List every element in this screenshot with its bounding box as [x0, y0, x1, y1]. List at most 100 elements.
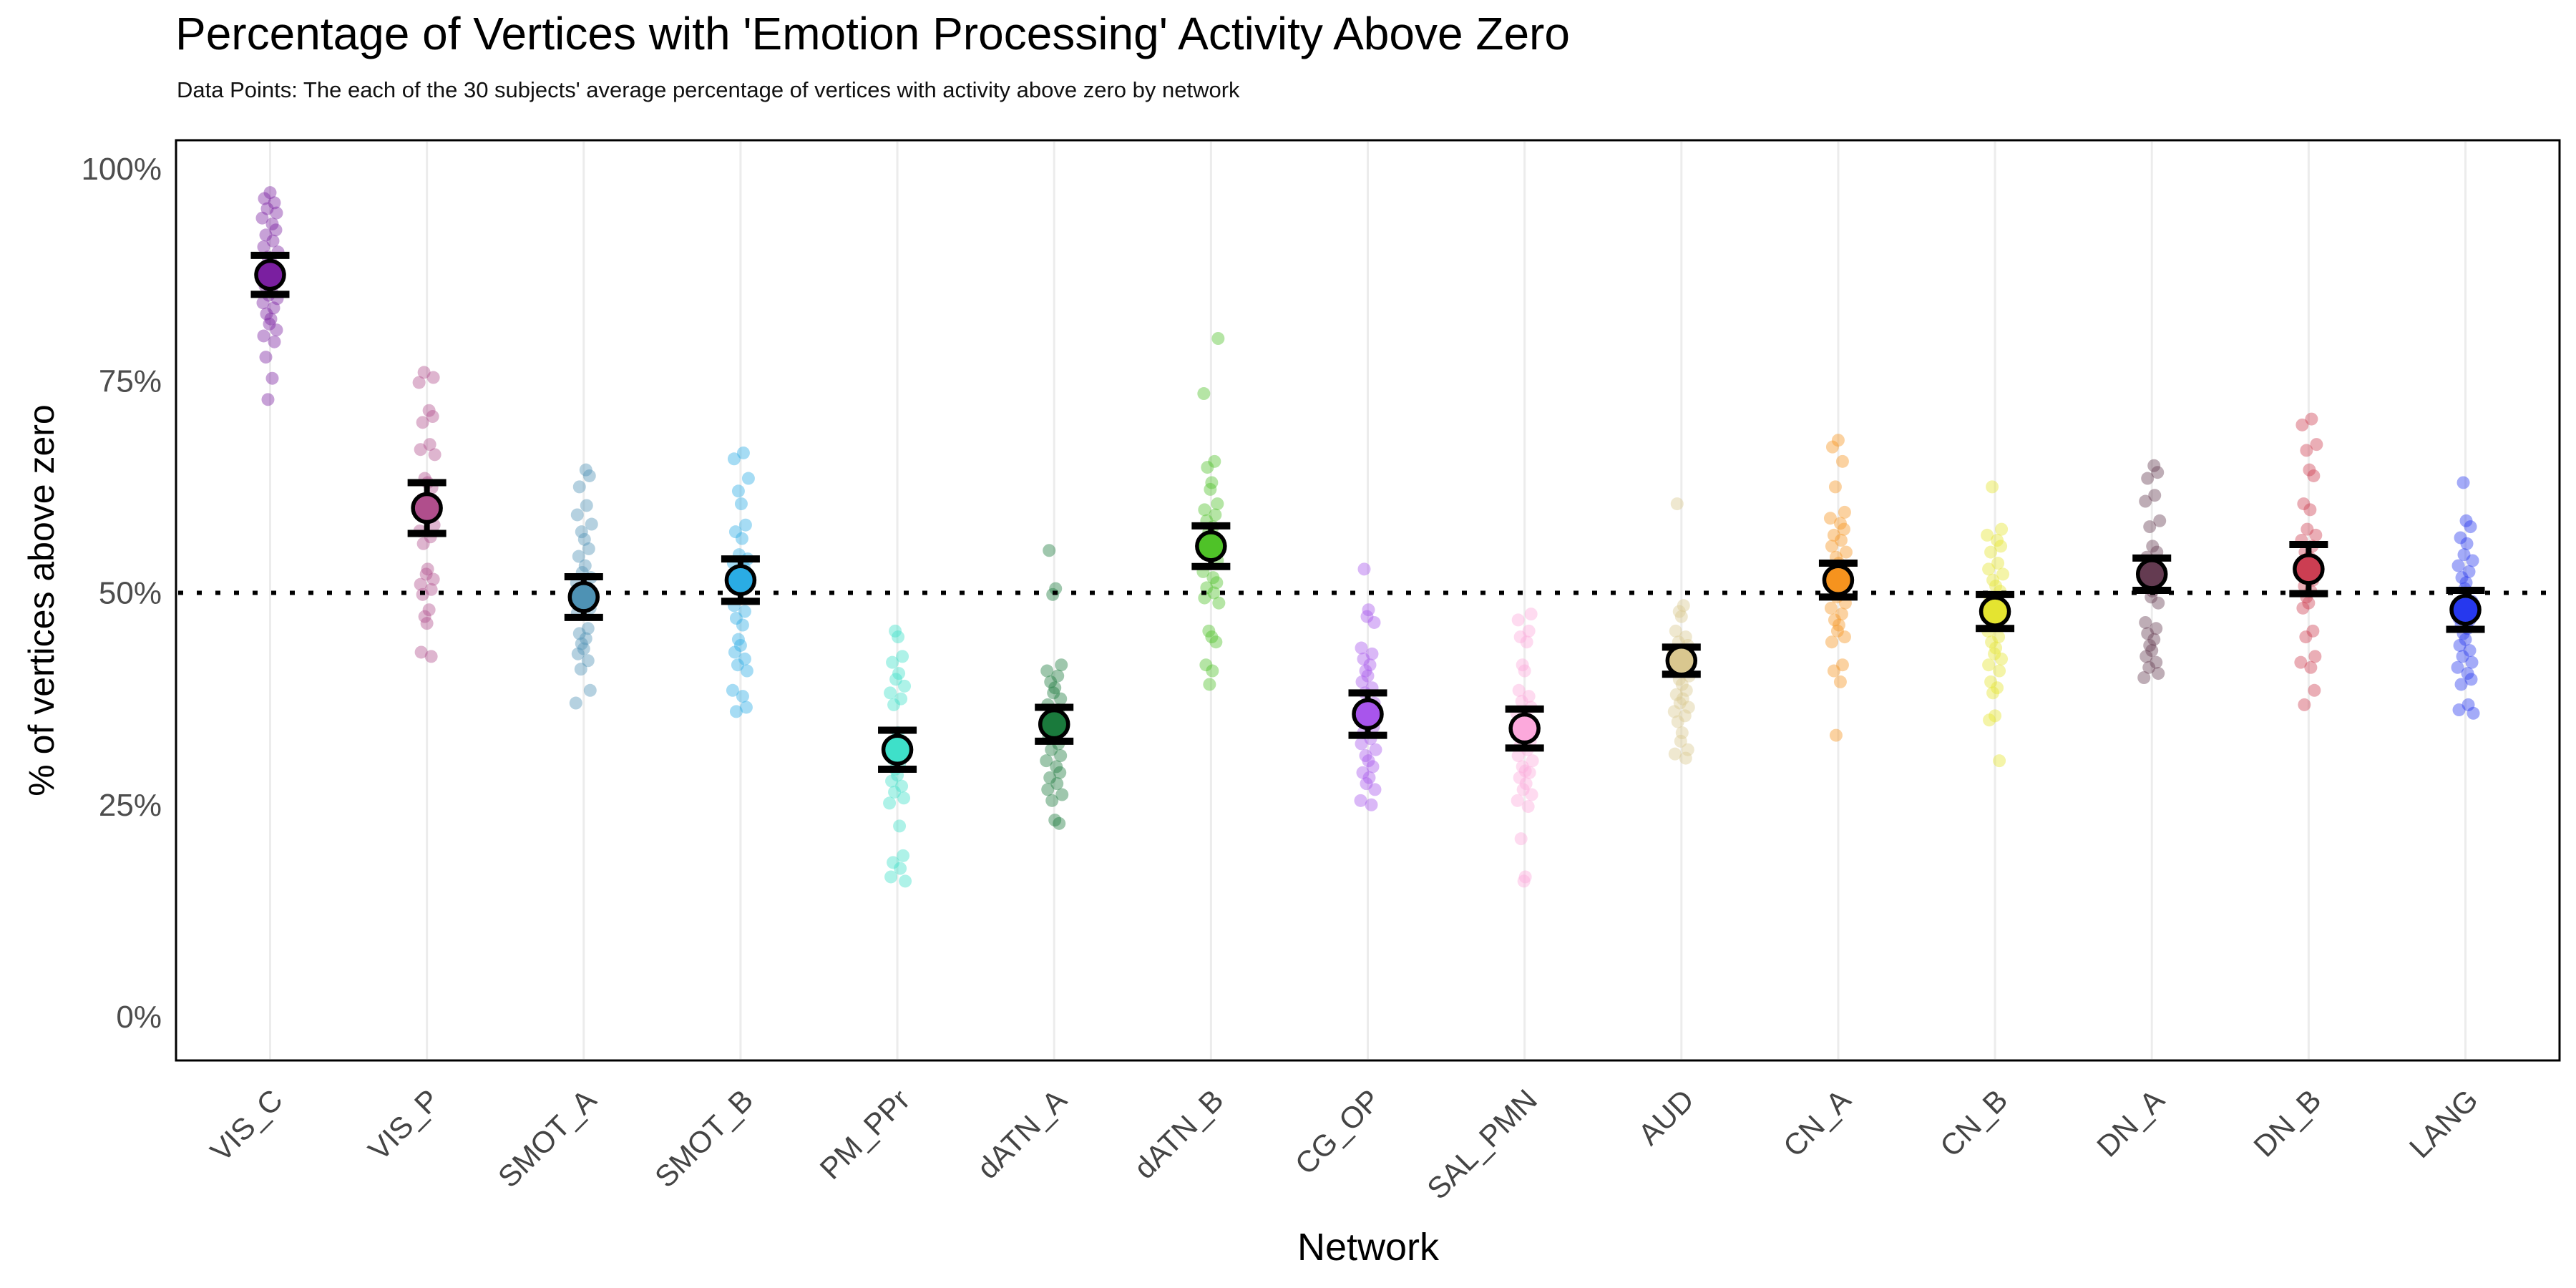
scatter-point [1992, 630, 2006, 644]
scatter-point [2466, 554, 2479, 567]
scatter-point [582, 542, 595, 555]
scatter-point [738, 518, 752, 532]
scatter-point [1825, 440, 1839, 454]
scatter-point [267, 301, 280, 315]
scatter-point [1674, 734, 1687, 748]
scatter-point [1206, 571, 1220, 585]
scatter-point [2464, 673, 2478, 686]
scatter-point [572, 480, 586, 494]
scatter-point [2294, 655, 2308, 669]
scatter-point [1054, 692, 1068, 706]
x-category-label: AUD [1631, 1083, 1700, 1151]
scatter-point [1825, 540, 1838, 553]
scatter-point [1986, 480, 1999, 494]
scatter-point [1988, 647, 2001, 660]
scatter-point [1198, 503, 1211, 517]
scatter-point [2459, 514, 2473, 527]
scatter-point [263, 186, 277, 200]
scatter-point [2147, 633, 2161, 646]
scatter-point [260, 202, 274, 215]
scatter-point [893, 819, 907, 833]
scatter-point [1985, 635, 1999, 649]
scatter-point [269, 223, 283, 237]
scatter-point [884, 870, 898, 884]
scatter-point [1518, 764, 1532, 778]
scatter-point [738, 652, 751, 665]
scatter-point [726, 683, 739, 697]
mean-point [2293, 553, 2325, 585]
scatter-point [1359, 664, 1372, 678]
scatter-point [2296, 601, 2310, 615]
scatter-point [417, 366, 431, 379]
scatter-point [2297, 497, 2311, 511]
scatter-point [1679, 683, 1693, 697]
scatter-point [1518, 870, 1532, 884]
scatter-point [1828, 480, 1842, 494]
scatter-point [1043, 544, 1056, 557]
scatter-point [1681, 743, 1694, 756]
scatter-point [2464, 520, 2477, 534]
scatter-point [1050, 777, 1064, 791]
scatter-point [579, 463, 592, 477]
scatter-point [579, 632, 592, 645]
scatter-point [569, 696, 582, 710]
scatter-point [2457, 548, 2471, 562]
scatter-point [2459, 633, 2472, 646]
scatter-point [740, 664, 753, 678]
scatter-point [1995, 652, 2009, 665]
scatter-point [1996, 567, 2010, 581]
scatter-point [424, 582, 438, 596]
scatter-point [1982, 658, 1996, 672]
scatter-point [2296, 418, 2309, 431]
scatter-point [1203, 678, 1216, 691]
scatter-point [1511, 613, 1525, 627]
scatter-point [888, 785, 902, 799]
scatter-point [580, 499, 593, 512]
scatter-point [1981, 528, 1994, 542]
scatter-point [1054, 749, 1068, 763]
x-category-label: VIS_C [204, 1083, 289, 1168]
scatter-point [1051, 669, 1065, 683]
scatter-point [577, 532, 591, 546]
scatter-point [578, 559, 592, 572]
scatter-point [2145, 644, 2159, 658]
scatter-point [256, 296, 270, 310]
scatter-point [2143, 638, 2157, 652]
scatter-point [418, 610, 431, 623]
scatter-point [1198, 591, 1211, 605]
scatter-point [2305, 412, 2318, 426]
scatter-point [266, 234, 280, 248]
scatter-point [889, 624, 902, 638]
scatter-point [257, 329, 270, 343]
scatter-point [1211, 497, 1224, 511]
scatter-point [731, 658, 744, 672]
scatter-point [1362, 771, 1376, 784]
scatter-point [416, 537, 430, 550]
scatter-point [1047, 686, 1060, 700]
mean-point [254, 258, 286, 291]
scatter-point [2454, 531, 2467, 545]
scatter-point [1040, 664, 1054, 678]
scatter-point [1361, 669, 1375, 683]
y-tick-label: 25% [99, 788, 162, 823]
scatter-point [257, 240, 270, 254]
chart-title: Percentage of Vertices with 'Emotion Pro… [175, 8, 1570, 59]
scatter-point [414, 645, 428, 659]
scatter-point [1516, 760, 1529, 774]
scatter-point [1829, 728, 1843, 742]
scatter-point [2141, 472, 2155, 485]
scatter-point [1210, 576, 1224, 590]
scatter-point [1362, 754, 1375, 768]
scatter-point [1991, 681, 2004, 695]
scatter-point [1676, 692, 1689, 706]
scatter-point [2153, 514, 2167, 527]
scatter-point [2451, 559, 2465, 572]
scatter-point [1828, 613, 1841, 627]
scatter-point [2137, 671, 2151, 684]
scatter-point [1823, 512, 1837, 525]
scatter-point [1519, 777, 1533, 791]
scatter-point [1360, 610, 1374, 623]
scatter-point [412, 376, 426, 389]
scatter-point [1991, 557, 2005, 570]
scatter-point [2143, 520, 2157, 534]
